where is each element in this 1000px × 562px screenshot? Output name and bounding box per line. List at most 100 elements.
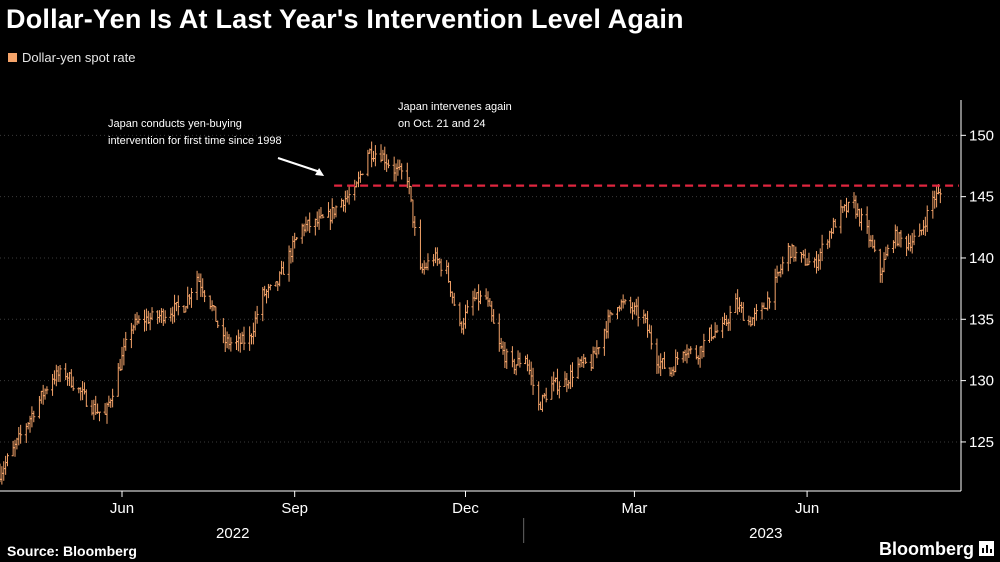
price-bar: [831, 217, 835, 234]
price-bar: [893, 224, 897, 249]
price-bar: [372, 150, 376, 162]
legend-label: Dollar-yen spot rate: [22, 50, 136, 65]
y-tick-label: 130: [969, 373, 994, 390]
price-bar: [681, 351, 685, 363]
price-bar: [818, 248, 822, 270]
price-bar: [328, 208, 332, 230]
price-bar: [435, 247, 439, 266]
price-bar: [636, 296, 640, 327]
price-bar: [420, 263, 424, 274]
price-bar: [394, 163, 398, 182]
price-bar: [234, 335, 238, 350]
price-bar: [32, 410, 36, 423]
x-tick-label: Jun: [795, 500, 819, 517]
price-bar: [176, 295, 180, 316]
price-bar: [253, 311, 257, 337]
price-bar: [873, 239, 877, 253]
price-bar: [66, 372, 70, 386]
price-bar: [111, 388, 115, 408]
price-bar: [319, 207, 323, 219]
price-bar: [486, 291, 490, 307]
price-bar: [103, 403, 107, 415]
price-bar: [794, 246, 798, 262]
price-bar: [642, 309, 646, 324]
price-bar: [317, 209, 321, 230]
price-bar: [424, 262, 428, 271]
price-bar: [775, 265, 779, 283]
price-bar: [655, 338, 659, 374]
price-bar: [4, 455, 8, 475]
annotation-text: Japan intervenes again: [398, 101, 512, 113]
price-bar: [150, 307, 154, 321]
price-bar: [550, 376, 554, 400]
price-bar: [646, 310, 650, 338]
price-bar: [143, 309, 147, 332]
price-bar: [788, 245, 792, 264]
price-bar: [768, 297, 772, 309]
price-bar: [251, 322, 255, 345]
y-tick-label: 125: [969, 434, 994, 451]
price-bar: [137, 315, 141, 324]
price-bar: [225, 331, 229, 349]
price-bar: [833, 218, 837, 228]
price-bar: [77, 387, 81, 394]
price-bar: [92, 399, 96, 420]
price-bar: [387, 159, 391, 169]
price-bar: [786, 242, 790, 272]
bloomberg-chart-icon: [979, 541, 994, 556]
price-bar: [11, 440, 15, 457]
price-bar: [672, 366, 676, 376]
price-bar: [475, 292, 479, 300]
price-bar: [479, 290, 482, 305]
price-bar: [439, 258, 443, 277]
price-bar: [696, 355, 700, 365]
price-bar: [918, 223, 922, 237]
price-bar: [728, 305, 732, 331]
price-bar: [897, 231, 901, 247]
price-bar: [161, 308, 165, 326]
price-bar: [250, 333, 254, 345]
price-bar: [736, 289, 740, 315]
price-bar: [616, 307, 620, 320]
price-bar: [293, 232, 297, 249]
price-bar: [608, 310, 612, 323]
price-bar: [71, 376, 75, 391]
price-bar: [721, 316, 725, 339]
price-bar: [734, 293, 738, 313]
price-bar: [792, 245, 796, 262]
price-bar: [542, 393, 546, 399]
price-bar: [216, 320, 220, 329]
price-bar: [203, 290, 207, 303]
price-bar: [816, 254, 820, 271]
price-bar: [131, 324, 135, 335]
price-bar: [462, 317, 466, 335]
price-bar: [229, 337, 233, 352]
price-bar: [236, 329, 240, 352]
price-bar: [803, 248, 807, 266]
price-bar: [709, 324, 713, 342]
year-label: 2022: [216, 525, 249, 542]
price-bar: [306, 219, 310, 232]
price-bar: [471, 290, 475, 316]
price-bar: [512, 358, 516, 375]
y-tick-label: 145: [969, 189, 994, 206]
price-bar: [662, 351, 666, 369]
price-bar: [531, 367, 535, 395]
price-bar: [261, 287, 265, 322]
price-bar: [527, 359, 531, 375]
price-bar: [58, 365, 62, 383]
price-bar: [880, 267, 884, 283]
price-bar: [516, 350, 520, 366]
price-bar: [762, 302, 766, 310]
price-bar: [938, 188, 942, 204]
price-bar: [906, 233, 910, 251]
price-bar: [510, 346, 514, 368]
price-bar: [45, 386, 49, 395]
price-bar: [19, 424, 23, 444]
price-bar: [358, 170, 362, 183]
price-bar: [413, 215, 417, 236]
price-bar: [79, 387, 83, 401]
price-bar: [289, 248, 293, 264]
price-bar: [723, 312, 727, 325]
price-bar: [124, 331, 128, 351]
